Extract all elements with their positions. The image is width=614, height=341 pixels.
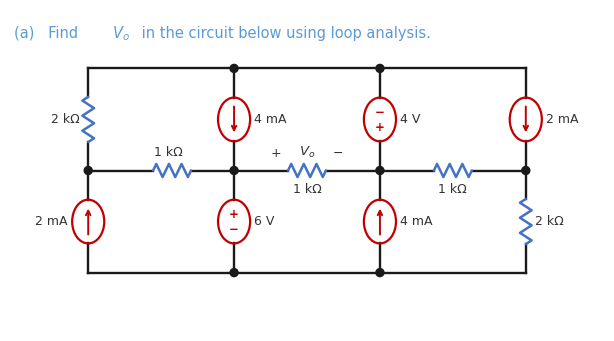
- Text: 4 V: 4 V: [400, 113, 421, 126]
- Text: −: −: [332, 147, 343, 160]
- Circle shape: [376, 269, 384, 277]
- Text: 2 mA: 2 mA: [35, 215, 68, 228]
- Text: $V_o$: $V_o$: [112, 24, 130, 43]
- Text: −: −: [229, 223, 239, 236]
- Text: 1 kΩ: 1 kΩ: [438, 183, 467, 196]
- Text: $V_o$: $V_o$: [299, 145, 315, 160]
- Text: 2 kΩ: 2 kΩ: [51, 113, 79, 126]
- Text: 1 kΩ: 1 kΩ: [293, 183, 321, 196]
- Circle shape: [376, 166, 384, 175]
- Circle shape: [376, 64, 384, 72]
- Text: 6 V: 6 V: [254, 215, 275, 228]
- Circle shape: [230, 166, 238, 175]
- Text: 4 mA: 4 mA: [254, 113, 287, 126]
- Text: 4 mA: 4 mA: [400, 215, 433, 228]
- Circle shape: [84, 166, 92, 175]
- Text: 1 kΩ: 1 kΩ: [154, 146, 183, 159]
- Text: −: −: [375, 106, 385, 119]
- Circle shape: [230, 64, 238, 72]
- Text: +: +: [271, 147, 282, 160]
- Text: +: +: [229, 208, 239, 222]
- Text: 2 kΩ: 2 kΩ: [535, 215, 563, 228]
- Text: (a)   Find: (a) Find: [14, 26, 82, 41]
- Circle shape: [522, 166, 530, 175]
- Text: +: +: [375, 121, 385, 134]
- Text: in the circuit below using loop analysis.: in the circuit below using loop analysis…: [137, 26, 431, 41]
- Text: 2 mA: 2 mA: [546, 113, 579, 126]
- Circle shape: [230, 269, 238, 277]
